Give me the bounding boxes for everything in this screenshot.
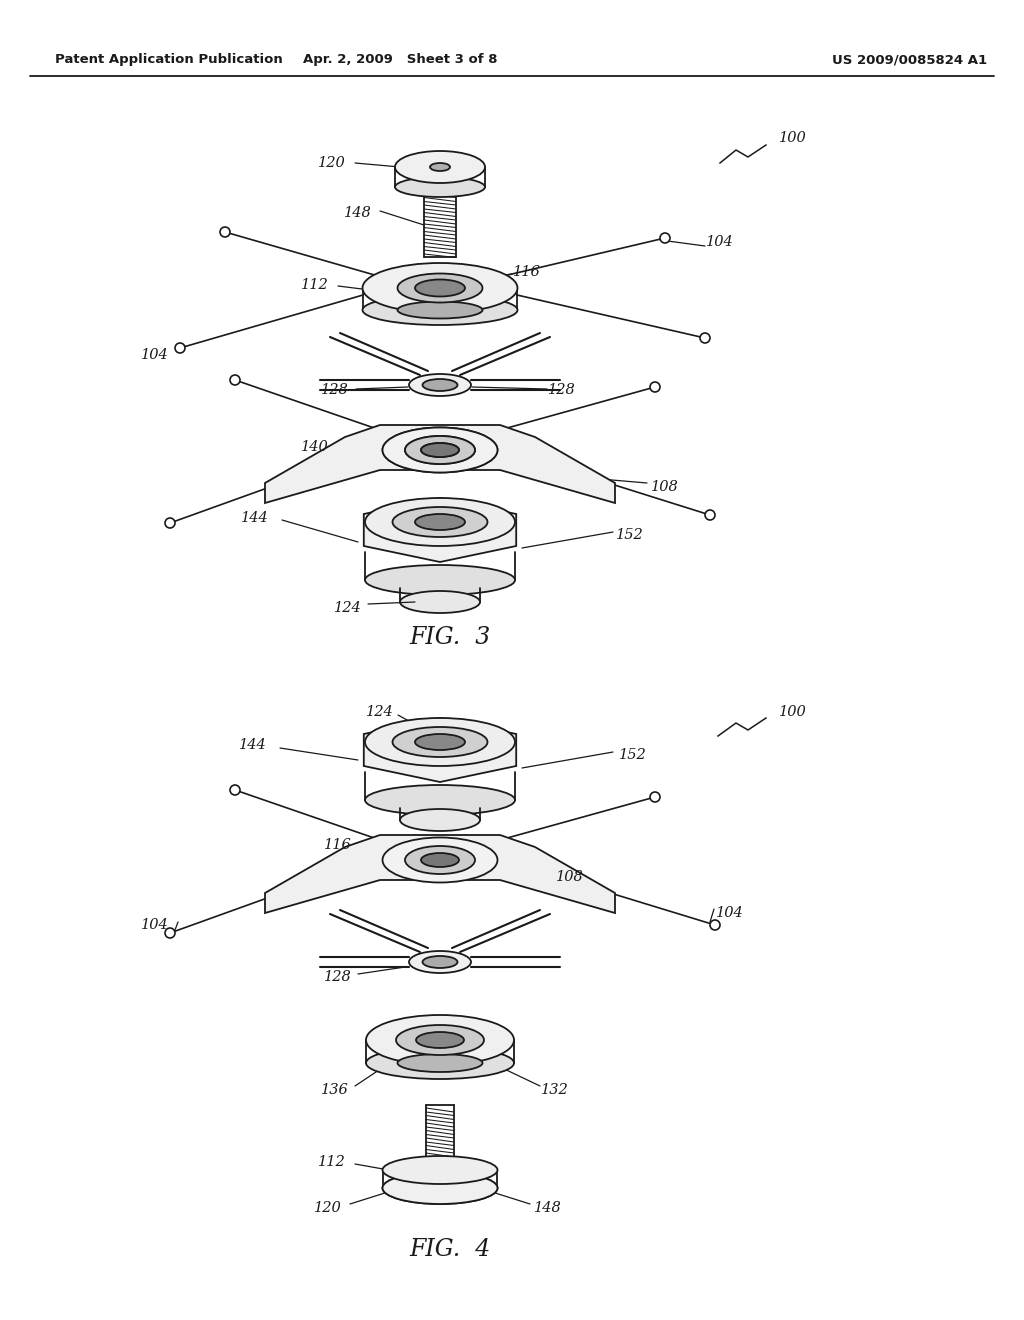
Polygon shape bbox=[364, 498, 516, 562]
Ellipse shape bbox=[383, 1172, 498, 1204]
Ellipse shape bbox=[421, 444, 459, 457]
Text: 120: 120 bbox=[318, 156, 346, 170]
Circle shape bbox=[230, 375, 240, 385]
Text: 148: 148 bbox=[535, 1201, 562, 1214]
Ellipse shape bbox=[406, 436, 475, 465]
Text: 128: 128 bbox=[325, 970, 352, 983]
Ellipse shape bbox=[383, 428, 498, 473]
Text: 116: 116 bbox=[513, 265, 541, 279]
Text: Apr. 2, 2009   Sheet 3 of 8: Apr. 2, 2009 Sheet 3 of 8 bbox=[303, 54, 498, 66]
Text: 116: 116 bbox=[325, 838, 352, 851]
Text: 152: 152 bbox=[620, 748, 647, 762]
Polygon shape bbox=[265, 836, 615, 913]
Circle shape bbox=[175, 343, 185, 352]
Circle shape bbox=[230, 785, 240, 795]
Ellipse shape bbox=[406, 436, 475, 465]
Circle shape bbox=[660, 234, 670, 243]
Ellipse shape bbox=[392, 727, 487, 756]
Ellipse shape bbox=[366, 1015, 514, 1065]
Text: 124: 124 bbox=[367, 705, 394, 719]
Ellipse shape bbox=[430, 162, 450, 172]
Ellipse shape bbox=[397, 273, 482, 302]
Text: 112: 112 bbox=[318, 1155, 346, 1170]
Text: 104: 104 bbox=[141, 348, 169, 362]
Ellipse shape bbox=[365, 718, 515, 766]
Text: FIG.  3: FIG. 3 bbox=[410, 627, 490, 649]
Ellipse shape bbox=[423, 379, 458, 391]
Circle shape bbox=[220, 227, 230, 238]
Circle shape bbox=[710, 920, 720, 931]
Ellipse shape bbox=[365, 565, 515, 595]
Text: 104: 104 bbox=[707, 235, 734, 249]
Text: 108: 108 bbox=[651, 480, 679, 494]
Ellipse shape bbox=[400, 809, 480, 832]
Text: 152: 152 bbox=[616, 528, 644, 543]
Ellipse shape bbox=[362, 294, 517, 325]
Ellipse shape bbox=[397, 301, 482, 318]
Text: 120: 120 bbox=[314, 1201, 342, 1214]
Text: 144: 144 bbox=[240, 738, 267, 752]
Text: 148: 148 bbox=[344, 206, 372, 220]
Text: 100: 100 bbox=[779, 705, 807, 719]
Ellipse shape bbox=[421, 853, 459, 867]
Text: 108: 108 bbox=[556, 870, 584, 884]
Ellipse shape bbox=[415, 734, 465, 750]
Ellipse shape bbox=[383, 1156, 498, 1184]
Text: 128: 128 bbox=[322, 383, 349, 397]
Ellipse shape bbox=[365, 498, 515, 546]
Ellipse shape bbox=[421, 444, 459, 457]
Text: FIG.  4: FIG. 4 bbox=[410, 1238, 490, 1262]
Text: 112: 112 bbox=[301, 279, 329, 292]
Circle shape bbox=[165, 928, 175, 939]
Ellipse shape bbox=[406, 846, 475, 874]
Circle shape bbox=[705, 510, 715, 520]
Ellipse shape bbox=[415, 513, 465, 531]
Text: 140: 140 bbox=[301, 440, 329, 454]
Circle shape bbox=[650, 792, 660, 803]
Ellipse shape bbox=[409, 374, 471, 396]
Text: 104: 104 bbox=[716, 906, 743, 920]
Ellipse shape bbox=[383, 837, 498, 883]
Ellipse shape bbox=[366, 1047, 514, 1078]
Circle shape bbox=[650, 381, 660, 392]
Ellipse shape bbox=[415, 280, 465, 297]
Text: 136: 136 bbox=[322, 1082, 349, 1097]
Ellipse shape bbox=[397, 1053, 482, 1072]
Text: 144: 144 bbox=[241, 511, 269, 525]
Text: 100: 100 bbox=[779, 131, 807, 145]
Text: 132: 132 bbox=[541, 1082, 569, 1097]
Ellipse shape bbox=[392, 507, 487, 537]
Text: 104: 104 bbox=[141, 917, 169, 932]
Ellipse shape bbox=[383, 1172, 498, 1204]
Ellipse shape bbox=[396, 1026, 484, 1055]
Polygon shape bbox=[364, 718, 516, 781]
Ellipse shape bbox=[409, 950, 471, 973]
Ellipse shape bbox=[362, 263, 517, 313]
Ellipse shape bbox=[365, 785, 515, 814]
Ellipse shape bbox=[400, 591, 480, 612]
Ellipse shape bbox=[423, 956, 458, 968]
Circle shape bbox=[165, 517, 175, 528]
Text: Patent Application Publication: Patent Application Publication bbox=[55, 54, 283, 66]
Ellipse shape bbox=[383, 428, 498, 473]
Polygon shape bbox=[265, 425, 615, 503]
Circle shape bbox=[700, 333, 710, 343]
Text: 128: 128 bbox=[548, 383, 575, 397]
Text: 124: 124 bbox=[334, 601, 361, 615]
Text: US 2009/0085824 A1: US 2009/0085824 A1 bbox=[833, 54, 987, 66]
Ellipse shape bbox=[395, 177, 485, 197]
Ellipse shape bbox=[395, 150, 485, 183]
Ellipse shape bbox=[416, 1032, 464, 1048]
